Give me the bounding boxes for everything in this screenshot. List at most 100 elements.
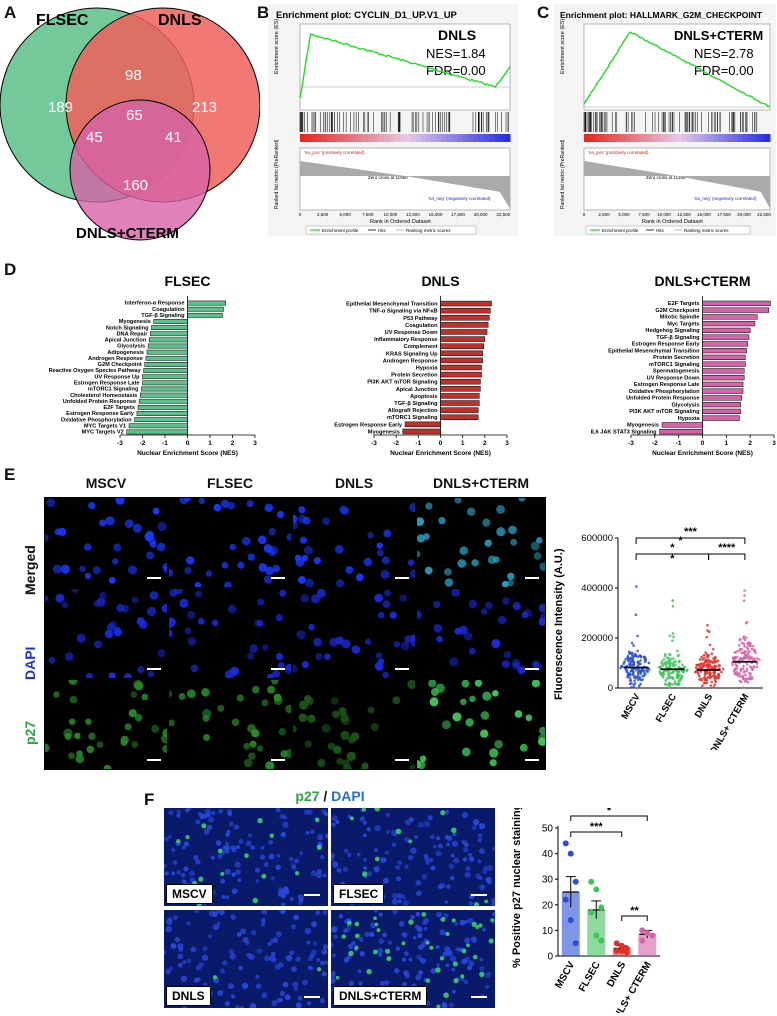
scatter-point: [745, 656, 748, 659]
nucleus-dot: [468, 853, 472, 857]
scatter-point: [746, 643, 750, 646]
scatter-point: [709, 672, 712, 675]
scatter-ytick-label: 400000: [581, 583, 613, 594]
nucleus-dot: [293, 914, 300, 921]
f-significance-bracket: [621, 915, 648, 921]
nucleus-dot: [280, 832, 286, 838]
nucleus-dot: [512, 602, 521, 611]
nucleus-dot: [437, 843, 444, 849]
nucleus-dot: [184, 566, 192, 575]
nes-category-label: mTORC1 Signaling: [88, 387, 139, 393]
nucleus-dot: [177, 953, 184, 960]
scatter-point: [631, 658, 635, 662]
nucleus-dot: [539, 612, 545, 622]
p27-positive-dot: [451, 918, 456, 923]
nucleus-dot: [250, 929, 257, 936]
nucleus-dot: [272, 669, 281, 678]
scatter-point: [664, 664, 668, 668]
scatter-point: [681, 663, 684, 666]
gsea-b-heat-cell: [405, 134, 411, 142]
nucleus-dot: [170, 847, 176, 853]
p27-positive-dot: [385, 948, 391, 954]
f-bar-ytick-label: 40: [542, 849, 554, 860]
scatter-point: [636, 672, 640, 676]
nucleus-dot: [99, 591, 107, 600]
gsea-b-pos-label: 'na_pos' (positively correlated): [304, 150, 365, 155]
f-data-point: [562, 840, 569, 847]
f-bar-ytick-label: 30: [542, 875, 554, 886]
nucleus-dot: [492, 556, 500, 563]
scatter-point: [744, 677, 748, 681]
nucleus-dot: [68, 752, 75, 760]
nucleus-dot: [71, 589, 79, 594]
gsea-b-fdr: FDR=0.00: [426, 63, 486, 78]
nucleus-dot: [384, 850, 389, 855]
gsea-c-heat-cell: [602, 134, 608, 142]
nucleus-dot: [403, 951, 409, 957]
nucleus-dot: [404, 836, 410, 843]
nucleus-dot: [174, 936, 180, 943]
scatter-point: [642, 669, 645, 673]
nucleus-dot: [264, 503, 274, 513]
nucleus-dot: [387, 940, 392, 945]
nes-category-label: KRAS Signaling Up: [386, 351, 438, 357]
nucleus-dot: [193, 854, 199, 860]
nucleus-dot: [268, 839, 274, 845]
gsea-b-heat-cell: [336, 134, 343, 142]
gsea-c-group: DNLS+CTERM: [674, 28, 763, 43]
nucleus-dot: [446, 842, 451, 847]
e-micrograph-dnls-cterm-p27: [417, 680, 545, 769]
scatter-point: [664, 679, 667, 682]
scatter-point: [668, 674, 671, 677]
nucleus-dot: [450, 853, 455, 858]
gsea-c-heat-cell: [672, 134, 678, 142]
nes-category-label: Notch Signaling: [106, 325, 149, 331]
gsea-c-heat-cell: [723, 134, 729, 142]
nucleus-dot: [181, 879, 187, 884]
gsea-b-heat-cell: [373, 134, 380, 142]
nucleus-dot: [109, 621, 117, 629]
nucleus-dot: [412, 935, 417, 940]
nucleus-dot: [79, 565, 86, 573]
scatter-point: [638, 662, 641, 665]
scatter-point: [633, 679, 636, 682]
nucleus-dot: [470, 936, 478, 943]
nucleus-dot: [259, 854, 266, 860]
nes-category-label: Protein Secretion: [653, 355, 700, 361]
scatter-point: [744, 650, 748, 653]
f-data-point: [639, 927, 646, 934]
scatter-point: [672, 657, 675, 661]
nucleus-dot: [313, 556, 321, 565]
nucleus-dot: [436, 911, 442, 918]
scatter-point: [632, 663, 636, 667]
scatter-point: [735, 655, 739, 659]
p27-positive-dot: [201, 823, 207, 829]
nucleus-dot: [176, 813, 181, 818]
nucleus-dot: [532, 660, 540, 668]
scatter-point: [714, 656, 717, 660]
nes-bar: [440, 407, 479, 413]
nucleus-dot: [331, 710, 340, 719]
scale-bar: [395, 759, 409, 761]
scatter-point: [710, 652, 714, 655]
gsea-b-heat-cell: [347, 134, 353, 142]
scatter-point: [623, 660, 626, 664]
gsea-c-heat-cell: [714, 134, 720, 142]
f-bar-category-label: DNLS: [605, 960, 628, 989]
nucleus-dot: [198, 498, 205, 505]
nucleus-dot: [380, 569, 390, 579]
gsea-b-neg-label: 'na_neg' (negatively correlated): [428, 196, 491, 201]
f-title: p27 / DAPI: [165, 788, 495, 804]
gsea-c-es-curve: [583, 31, 770, 108]
scatter-point: [733, 655, 737, 659]
nucleus-dot: [170, 943, 177, 949]
nucleus-dot: [489, 759, 497, 767]
nucleus-dot: [195, 965, 202, 971]
gsea-b-heat-cell: [315, 134, 322, 142]
scatter-point: [710, 680, 714, 684]
gsea-c-heat-cell: [607, 134, 613, 142]
nucleus-dot: [294, 554, 302, 562]
scatter-point: [627, 650, 631, 653]
nes-category-label: Spermatogenesis: [653, 369, 700, 375]
nucleus-dot: [92, 566, 101, 575]
